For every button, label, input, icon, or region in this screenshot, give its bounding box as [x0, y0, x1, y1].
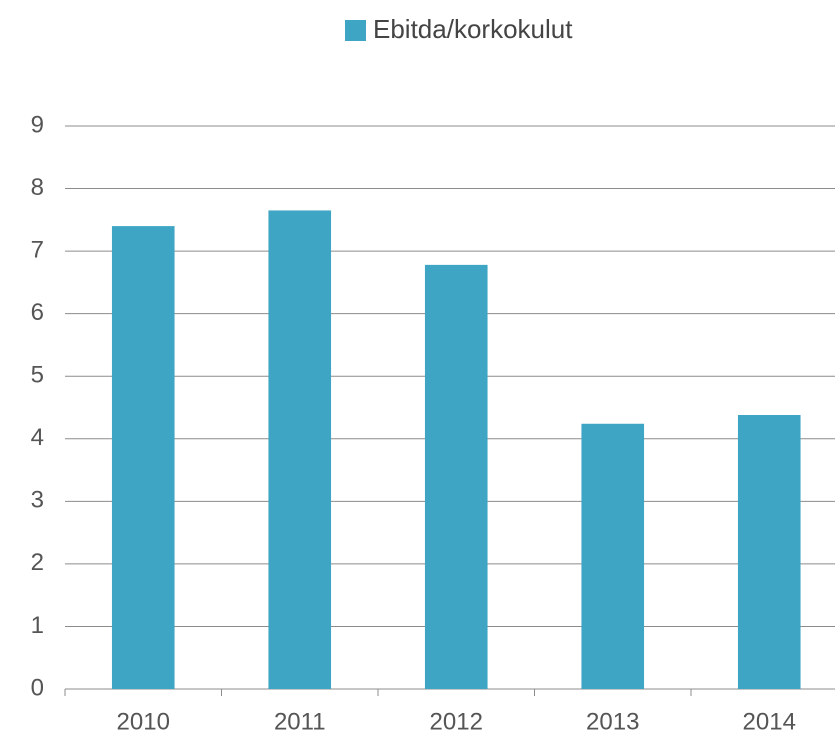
x-tick-label: 2011 — [274, 708, 326, 735]
y-tick-label: 7 — [31, 236, 44, 263]
bar — [268, 210, 332, 689]
y-tick-label: 3 — [31, 487, 44, 514]
y-tick-label: 1 — [31, 612, 44, 639]
x-tick-label: 2013 — [586, 708, 639, 735]
y-tick-label: 8 — [31, 174, 44, 201]
legend-swatch — [345, 20, 366, 41]
x-tick-label: 2010 — [117, 708, 170, 735]
y-tick-label: 9 — [31, 111, 44, 138]
bar — [424, 264, 488, 689]
x-tick-label: 2012 — [430, 708, 483, 735]
bar — [581, 423, 645, 689]
y-tick-label: 5 — [31, 362, 44, 389]
legend-label: Ebitda/korkokulut — [373, 14, 573, 44]
x-tick-label: 2014 — [743, 708, 796, 735]
y-tick-label: 6 — [31, 299, 44, 326]
y-tick-label: 0 — [31, 674, 44, 701]
bar — [737, 415, 801, 689]
y-tick-label: 2 — [31, 549, 44, 576]
bar — [111, 226, 175, 690]
y-tick-label: 4 — [31, 424, 44, 451]
